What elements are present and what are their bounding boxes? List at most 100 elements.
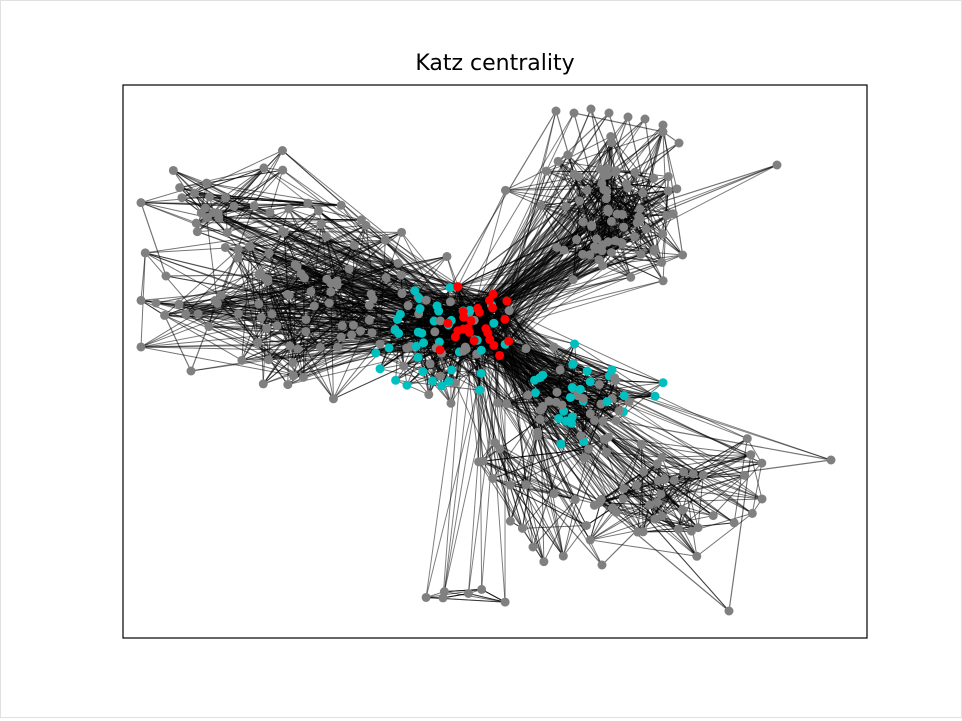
node — [365, 316, 374, 325]
node — [568, 360, 577, 369]
node — [558, 400, 567, 409]
node — [419, 338, 428, 347]
node — [757, 459, 766, 468]
node — [600, 435, 609, 444]
node — [664, 186, 673, 195]
node — [375, 340, 384, 349]
node — [587, 221, 596, 230]
node — [570, 339, 579, 348]
node — [259, 163, 268, 172]
node — [430, 327, 439, 336]
node — [254, 300, 263, 309]
node — [501, 598, 510, 607]
node — [650, 247, 659, 256]
node — [619, 223, 628, 232]
node — [603, 397, 612, 406]
node — [175, 300, 184, 309]
node — [489, 341, 498, 350]
node — [579, 394, 588, 403]
node — [221, 193, 230, 202]
node — [175, 183, 184, 192]
node — [504, 337, 513, 346]
node — [649, 174, 658, 183]
node — [474, 457, 483, 466]
node — [273, 321, 282, 330]
node — [436, 372, 445, 381]
node — [250, 201, 259, 210]
node — [338, 321, 347, 330]
node — [203, 213, 212, 222]
node — [670, 476, 679, 485]
node — [293, 344, 302, 353]
node — [137, 342, 146, 351]
node — [626, 273, 635, 282]
node — [563, 150, 572, 159]
node — [265, 249, 274, 258]
node — [376, 364, 385, 373]
node — [223, 228, 232, 237]
node — [192, 219, 201, 228]
node — [204, 322, 213, 331]
node — [576, 431, 585, 440]
node — [500, 315, 509, 324]
node — [350, 241, 359, 250]
node — [657, 511, 666, 520]
node — [356, 326, 365, 335]
node — [141, 248, 150, 257]
node — [278, 146, 287, 155]
node — [205, 192, 214, 201]
node — [436, 345, 445, 354]
node — [604, 237, 613, 246]
node — [433, 301, 442, 310]
node — [584, 445, 593, 454]
node — [257, 313, 266, 322]
node — [314, 206, 323, 215]
node — [607, 248, 616, 257]
node — [459, 313, 468, 322]
node — [608, 503, 617, 512]
node — [280, 228, 289, 237]
node — [493, 398, 502, 407]
node — [613, 210, 622, 219]
node — [620, 391, 629, 400]
node — [291, 260, 300, 269]
node — [402, 343, 411, 352]
node — [422, 593, 431, 602]
node — [284, 204, 293, 213]
node — [299, 373, 308, 382]
node — [524, 391, 533, 400]
node — [575, 196, 584, 205]
node — [645, 500, 654, 509]
node — [699, 471, 708, 480]
node — [602, 448, 611, 457]
node — [481, 324, 490, 333]
node — [495, 351, 504, 360]
node — [552, 243, 561, 252]
node — [672, 184, 681, 193]
node — [758, 494, 767, 503]
node — [489, 319, 498, 328]
node — [337, 201, 346, 210]
node — [470, 336, 479, 345]
node — [464, 589, 473, 598]
node — [595, 380, 604, 389]
node — [453, 282, 462, 291]
node — [616, 238, 625, 247]
node — [603, 164, 612, 173]
node — [424, 390, 433, 399]
node — [506, 481, 515, 490]
node — [461, 343, 470, 352]
node — [437, 381, 446, 390]
node — [635, 204, 644, 213]
node — [278, 166, 287, 175]
node — [394, 259, 403, 268]
node — [451, 332, 460, 341]
node — [217, 291, 226, 300]
node — [137, 296, 146, 305]
node — [505, 306, 514, 315]
node — [529, 543, 538, 552]
node — [570, 170, 579, 179]
node — [418, 367, 427, 376]
node — [325, 299, 334, 308]
